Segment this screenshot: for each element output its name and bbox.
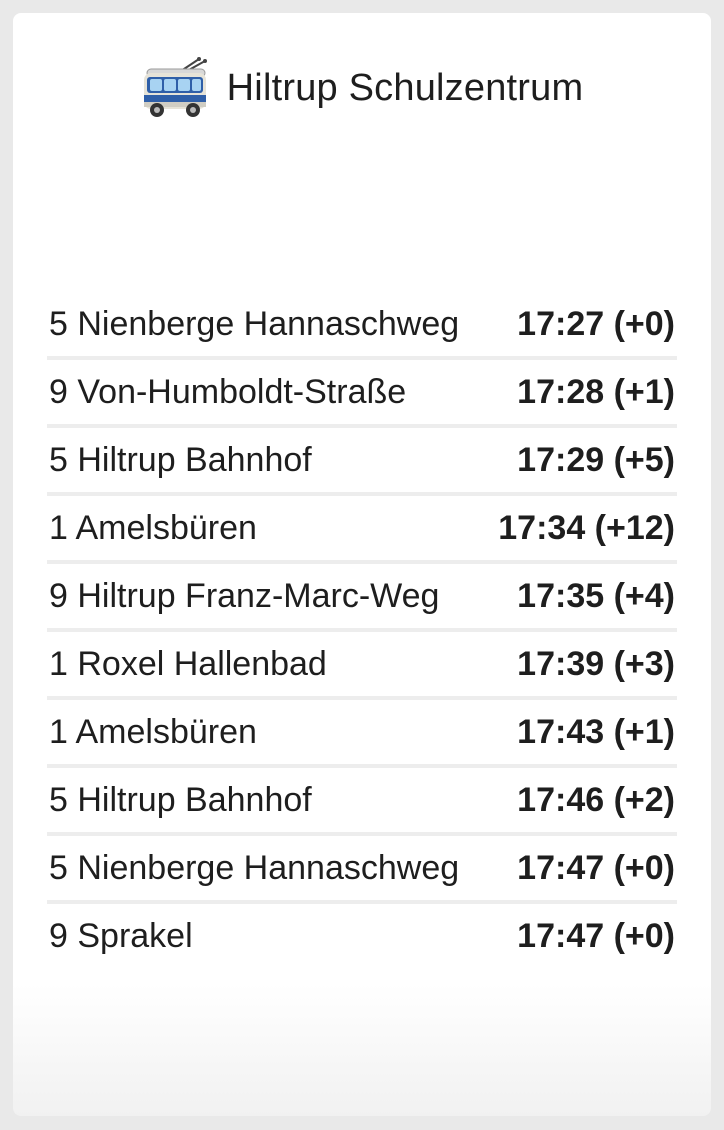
departure-destination: 5 Hiltrup Bahnhof [49, 780, 312, 819]
departure-time: 17:43 (+1) [517, 712, 675, 751]
departure-destination: 5 Hiltrup Bahnhof [49, 440, 312, 479]
departure-time: 17:39 (+3) [517, 644, 675, 683]
departure-list: 5 Nienberge Hannaschweg 17:27 (+0) 9 Von… [47, 292, 677, 968]
departure-destination: 1 Amelsbüren [49, 712, 257, 751]
trolleybus-icon [143, 57, 207, 117]
departure-board-card: Hiltrup Schulzentrum 5 Nienberge Hannasc… [13, 13, 711, 1116]
departure-row: 1 Amelsbüren 17:34 (+12) [47, 496, 677, 564]
departure-destination: 5 Nienberge Hannaschweg [49, 304, 460, 343]
departure-destination: 1 Amelsbüren [49, 508, 257, 547]
departure-row: 9 Hiltrup Franz-Marc-Weg 17:35 (+4) [47, 564, 677, 632]
header: Hiltrup Schulzentrum [13, 53, 711, 123]
departure-time: 17:29 (+5) [517, 440, 675, 479]
stop-title: Hiltrup Schulzentrum [226, 66, 584, 109]
departure-row: 5 Hiltrup Bahnhof 17:46 (+2) [47, 768, 677, 836]
departure-destination: 5 Nienberge Hannaschweg [49, 848, 460, 887]
departure-destination: 9 Sprakel [49, 916, 193, 955]
departure-row: 5 Hiltrup Bahnhof 17:29 (+5) [47, 428, 677, 496]
departure-time: 17:27 (+0) [517, 304, 675, 343]
departure-time: 17:35 (+4) [517, 576, 675, 615]
departure-destination: 9 Hiltrup Franz-Marc-Weg [49, 576, 440, 615]
departure-row: 1 Roxel Hallenbad 17:39 (+3) [47, 632, 677, 700]
departure-destination: 1 Roxel Hallenbad [49, 644, 327, 683]
departure-time: 17:47 (+0) [517, 848, 675, 887]
departure-row: 5 Nienberge Hannaschweg 17:47 (+0) [47, 836, 677, 904]
departure-time: 17:47 (+0) [517, 916, 675, 955]
departure-row: 9 Sprakel 17:47 (+0) [47, 904, 677, 968]
departure-time: 17:46 (+2) [517, 780, 675, 819]
departure-time: 17:28 (+1) [517, 372, 675, 411]
departure-time: 17:34 (+12) [498, 508, 675, 547]
departure-destination: 9 Von-Humboldt-Straße [49, 372, 407, 411]
departure-row: 9 Von-Humboldt-Straße 17:28 (+1) [47, 360, 677, 428]
departure-row: 5 Nienberge Hannaschweg 17:27 (+0) [47, 292, 677, 360]
departure-row: 1 Amelsbüren 17:43 (+1) [47, 700, 677, 768]
